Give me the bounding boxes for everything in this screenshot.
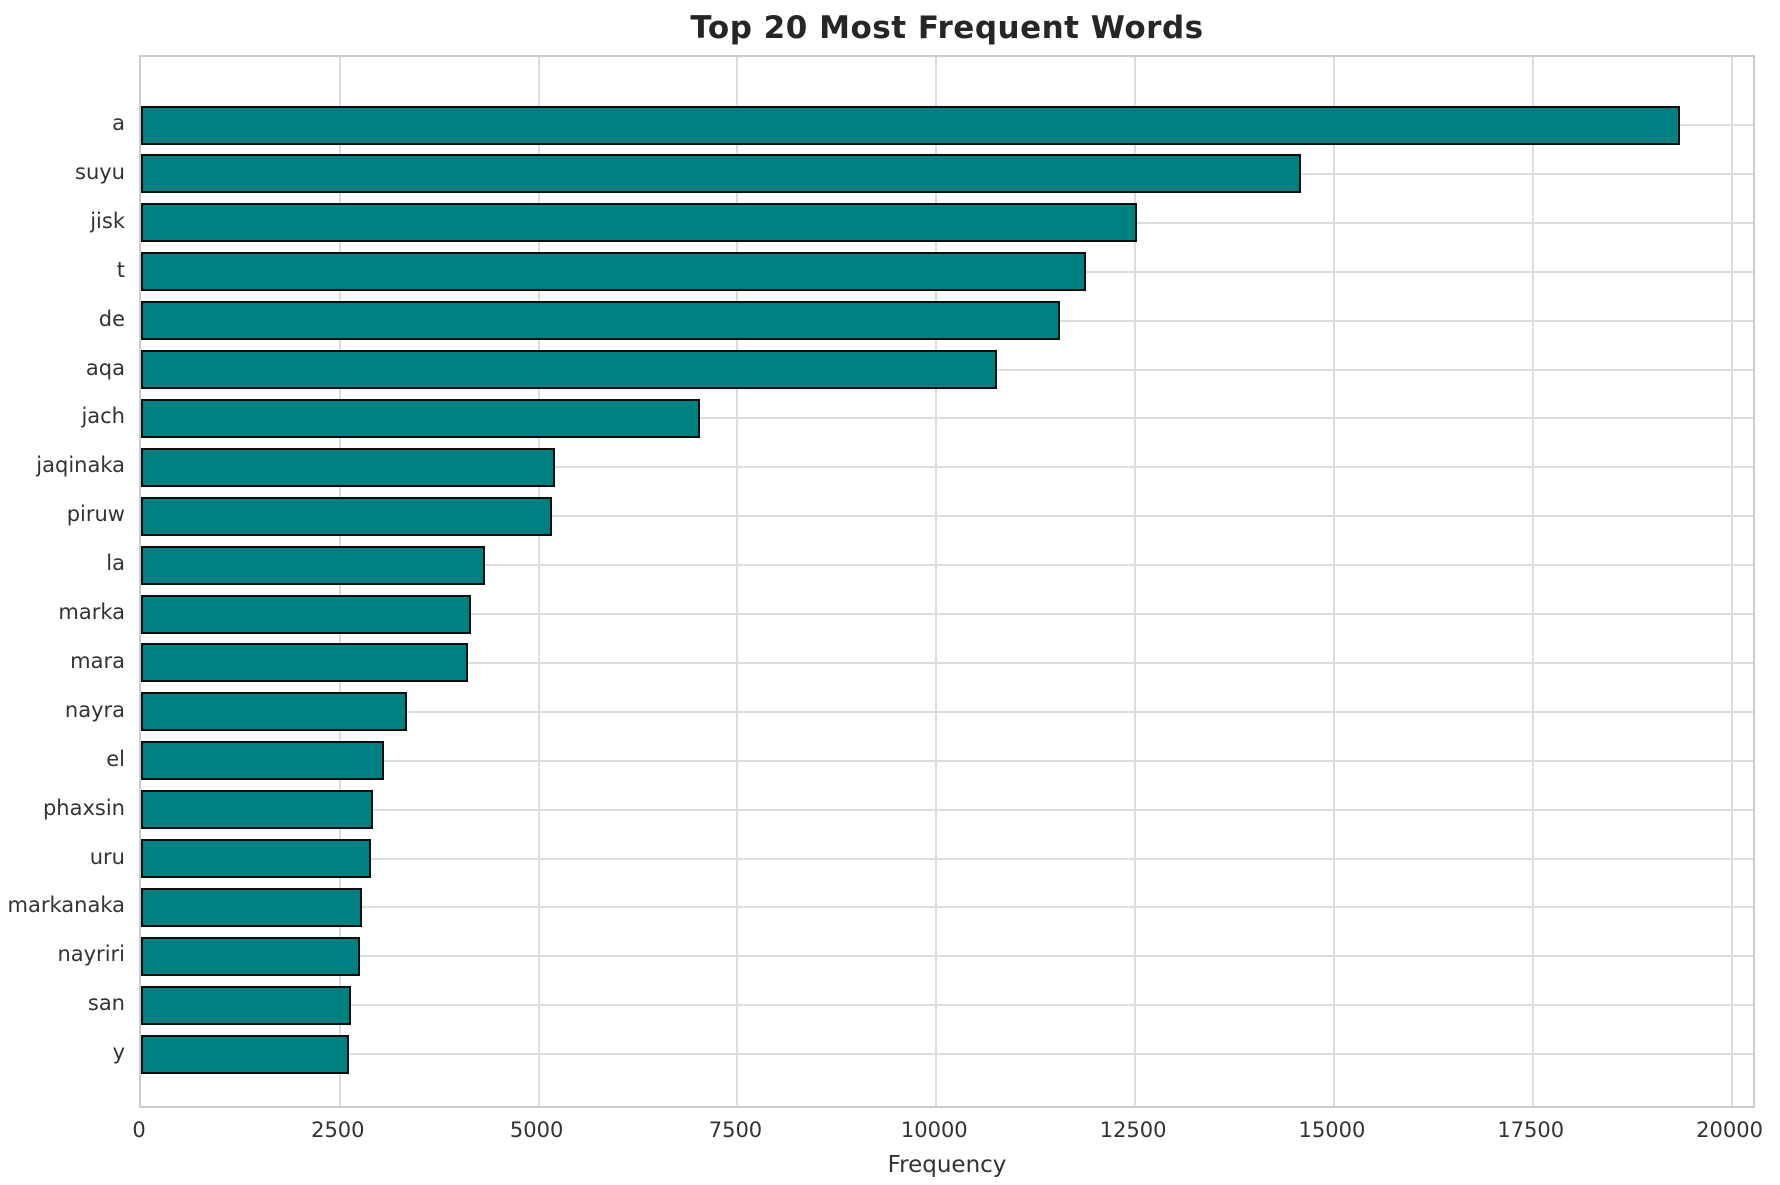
bar-uru bbox=[141, 839, 371, 878]
x-tick-label: 7500 bbox=[708, 1118, 763, 1142]
y-gridline bbox=[141, 417, 1753, 420]
x-tick-label: 17500 bbox=[1497, 1118, 1565, 1142]
x-gridline bbox=[1730, 57, 1733, 1106]
y-tick-label: uru bbox=[89, 844, 125, 869]
x-gridline bbox=[1531, 57, 1534, 1106]
bar-jach bbox=[141, 398, 701, 438]
y-gridline bbox=[141, 661, 1753, 664]
bar-nayriri bbox=[141, 936, 361, 976]
bar-piruw bbox=[141, 496, 553, 536]
x-axis-title: Frequency bbox=[887, 1152, 1007, 1178]
bar-suyu bbox=[141, 154, 1301, 194]
bar-jaqinaka bbox=[141, 447, 555, 487]
y-gridline bbox=[141, 1004, 1753, 1007]
x-tick-label: 2500 bbox=[311, 1118, 365, 1142]
y-tick-label: mara bbox=[70, 648, 125, 673]
y-tick-label: jaqinaka bbox=[36, 453, 125, 478]
bar-el bbox=[141, 741, 385, 781]
y-gridline bbox=[141, 955, 1753, 958]
y-tick-label: aqa bbox=[85, 355, 125, 380]
y-tick-label: nayra bbox=[64, 697, 125, 722]
y-tick-label: phaxsin bbox=[42, 795, 125, 820]
y-gridline bbox=[141, 466, 1753, 469]
y-gridline bbox=[141, 613, 1753, 615]
bar-markanaka bbox=[141, 887, 363, 927]
bar-jisk bbox=[141, 203, 1137, 243]
bar-marka bbox=[141, 594, 472, 634]
y-gridline bbox=[141, 759, 1753, 762]
y-tick-label: t bbox=[116, 257, 125, 282]
x-gridline bbox=[1134, 57, 1137, 1106]
x-gridline bbox=[537, 57, 540, 1106]
y-tick-label: san bbox=[87, 991, 125, 1016]
y-gridline bbox=[141, 857, 1753, 860]
plot-area bbox=[139, 55, 1755, 1108]
x-tick-label: 20000 bbox=[1696, 1118, 1763, 1142]
y-gridline bbox=[141, 906, 1753, 909]
y-tick-label: jach bbox=[81, 404, 125, 429]
y-tick-label: suyu bbox=[75, 159, 125, 184]
x-tick-label: 10000 bbox=[900, 1118, 968, 1142]
bar-y bbox=[141, 1034, 349, 1074]
bar-t bbox=[141, 252, 1086, 292]
bar-a bbox=[141, 105, 1680, 145]
bar-mara bbox=[141, 643, 468, 683]
bar-san bbox=[141, 985, 351, 1025]
y-tick-label: marka bbox=[58, 600, 125, 624]
y-gridline bbox=[141, 808, 1753, 811]
x-gridline bbox=[736, 57, 739, 1106]
x-tick-label: 0 bbox=[132, 1118, 146, 1142]
bar-aqa bbox=[141, 350, 997, 389]
x-gridline bbox=[1332, 57, 1335, 1106]
y-tick-label: de bbox=[98, 306, 125, 331]
y-tick-label: el bbox=[106, 746, 125, 771]
chart-title: Top 20 Most Frequent Words bbox=[690, 10, 1204, 46]
y-tick-label: nayriri bbox=[57, 942, 125, 967]
bar-nayra bbox=[141, 692, 407, 732]
y-tick-label: piruw bbox=[66, 502, 125, 527]
bar-de bbox=[141, 301, 1060, 341]
y-tick-label: y bbox=[112, 1040, 125, 1065]
bar-phaxsin bbox=[141, 790, 374, 830]
y-gridline bbox=[141, 1053, 1753, 1056]
x-tick-label: 15000 bbox=[1298, 1118, 1366, 1142]
y-gridline bbox=[141, 564, 1753, 567]
y-gridline bbox=[141, 515, 1753, 518]
x-gridline bbox=[935, 57, 938, 1106]
y-tick-label: la bbox=[106, 551, 125, 576]
y-gridline bbox=[141, 710, 1753, 713]
x-tick-label: 5000 bbox=[509, 1118, 564, 1142]
y-tick-label: markanaka bbox=[7, 893, 125, 918]
bar-la bbox=[141, 545, 486, 585]
y-tick-label: jisk bbox=[90, 208, 125, 233]
y-tick-label: a bbox=[112, 111, 125, 135]
x-tick-label: 12500 bbox=[1099, 1118, 1167, 1142]
